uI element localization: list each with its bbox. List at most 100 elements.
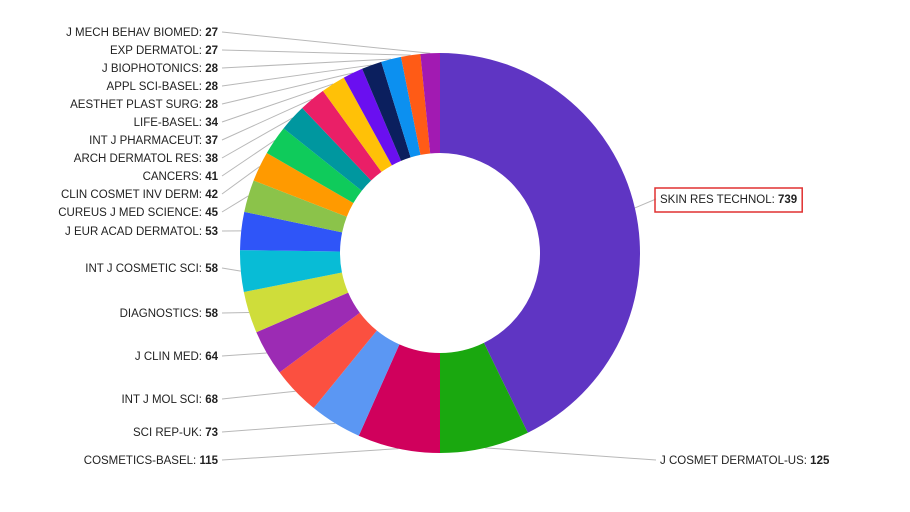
slice-clin-cosmet-inv-derm[interactable] bbox=[253, 153, 354, 217]
slice-label-value: 73 bbox=[205, 427, 218, 439]
slice-label: CLIN COSMET INV DERM: 42 bbox=[61, 189, 218, 201]
slice-label-value: 115 bbox=[199, 455, 218, 467]
slice-label-name: INT J MOL SCI: bbox=[121, 394, 205, 406]
leader-line bbox=[221, 139, 276, 177]
slice-label-name: EXP DERMATOL: bbox=[110, 45, 205, 57]
slice-label-value: 42 bbox=[205, 189, 218, 201]
slice-label-value: 58 bbox=[205, 308, 218, 320]
slice-label-value: 739 bbox=[778, 194, 797, 206]
slice-label-name: J CLIN MED: bbox=[135, 351, 205, 363]
slice-label: ARCH DERMATOL RES: 38 bbox=[74, 153, 219, 165]
slice-label-name: CUREUS J MED SCIENCE: bbox=[58, 207, 205, 219]
slice-j-biophotonics[interactable] bbox=[381, 56, 421, 158]
slice-label-value: 125 bbox=[810, 455, 830, 467]
slice-label: LIFE-BASEL: 34 bbox=[134, 117, 219, 129]
slice-skin-res-technol[interactable] bbox=[440, 53, 640, 433]
leader-line bbox=[485, 447, 657, 461]
leader-line bbox=[221, 267, 241, 272]
highlight-box bbox=[654, 187, 803, 213]
slice-label-name: ARCH DERMATOL RES: bbox=[74, 153, 205, 165]
slice-label: DIAGNOSTICS: 58 bbox=[120, 308, 219, 320]
slice-cosmetics-basel[interactable] bbox=[358, 344, 440, 453]
leader-line bbox=[221, 31, 431, 54]
leader-line bbox=[634, 198, 657, 209]
leader-line bbox=[221, 352, 267, 357]
slice-label-name: J MECH BEHAV BIOMED: bbox=[66, 27, 205, 39]
leader-line bbox=[221, 311, 250, 314]
leader-line bbox=[221, 166, 260, 195]
slice-label-value: 41 bbox=[205, 171, 218, 183]
slice-cureus-j-med-science[interactable] bbox=[244, 180, 347, 233]
slice-label-name: AESTHET PLAST SURG: bbox=[70, 99, 205, 111]
slice-label-value: 27 bbox=[205, 45, 218, 57]
slice-label: INT J PHARMACEUT: 37 bbox=[89, 135, 218, 147]
slice-label-name: SKIN RES TECHNOL: bbox=[660, 194, 778, 206]
leader-line bbox=[221, 117, 293, 159]
slice-label-name: SCI REP-UK: bbox=[133, 427, 205, 439]
slice-label-value: 45 bbox=[205, 207, 218, 219]
slice-label-name: CANCERS: bbox=[143, 171, 206, 183]
slice-label-value: 27 bbox=[205, 27, 218, 39]
slice-cancers[interactable] bbox=[266, 128, 362, 203]
slice-label-name: COSMETICS-BASEL: bbox=[84, 455, 200, 467]
slice-label: J EUR ACAD DERMATOL: 53 bbox=[65, 226, 218, 238]
slice-label-value: 64 bbox=[205, 351, 218, 363]
slice-label: J COSMET DERMATOL-US: 125 bbox=[660, 455, 830, 467]
slice-label-name: INT J PHARMACEUT: bbox=[89, 135, 205, 147]
slice-label-value: 58 bbox=[205, 263, 218, 275]
slice-label-value: 34 bbox=[205, 117, 218, 129]
slice-sci-rep-uk[interactable] bbox=[313, 330, 400, 436]
leader-line bbox=[221, 83, 334, 123]
donut-slices bbox=[240, 53, 640, 453]
slice-j-mech-behav-biomed[interactable] bbox=[420, 53, 440, 154]
slice-j-cosmet-dermatol-us[interactable] bbox=[440, 342, 528, 453]
slice-label-value: 28 bbox=[205, 81, 218, 93]
slice-label: INT J COSMETIC SCI: 58 bbox=[85, 263, 218, 275]
slice-diagnostics[interactable] bbox=[243, 272, 349, 333]
slice-label: CANCERS: 41 bbox=[143, 171, 219, 183]
slice-label-name: J BIOPHOTONICS: bbox=[102, 63, 205, 75]
slice-label: SKIN RES TECHNOL: 739 bbox=[660, 194, 797, 206]
slice-label-value: 28 bbox=[205, 99, 218, 111]
leader-line bbox=[221, 49, 411, 56]
slice-int-j-pharmaceut[interactable] bbox=[302, 90, 382, 181]
slice-j-eur-acad-dermatol[interactable] bbox=[240, 211, 343, 252]
slice-label-name: J EUR ACAD DERMATOL: bbox=[65, 226, 205, 238]
slice-label: J BIOPHOTONICS: 28 bbox=[102, 63, 219, 75]
slice-label: APPL SCI-BASEL: 28 bbox=[107, 81, 219, 93]
leader-line bbox=[221, 448, 399, 461]
slice-label: J MECH BEHAV BIOMED: 27 bbox=[66, 27, 218, 39]
slice-aesthet-plast-surg[interactable] bbox=[343, 68, 402, 166]
slice-label: SCI REP-UK: 73 bbox=[133, 427, 218, 439]
leader-line bbox=[221, 390, 296, 400]
slice-labels: SKIN RES TECHNOL: 739 J COSMET DERMATOL-U… bbox=[58, 27, 830, 467]
slice-label: J CLIN MED: 64 bbox=[135, 351, 219, 363]
slice-int-j-mol-sci[interactable] bbox=[279, 312, 377, 409]
slice-int-j-cosmetic-sci[interactable] bbox=[240, 250, 342, 293]
leader-line bbox=[221, 98, 313, 141]
slice-label-name: LIFE-BASEL: bbox=[134, 117, 206, 129]
slice-life-basel[interactable] bbox=[322, 77, 392, 172]
slice-label: AESTHET PLAST SURG: 28 bbox=[70, 99, 218, 111]
slice-label-name: CLIN COSMET INV DERM: bbox=[61, 189, 205, 201]
slice-label-value: 38 bbox=[205, 153, 218, 165]
slice-exp-dermatol[interactable] bbox=[400, 53, 431, 155]
leader-line bbox=[221, 72, 353, 105]
slice-j-clin-med[interactable] bbox=[256, 292, 360, 373]
slice-label-name: APPL SCI-BASEL: bbox=[107, 81, 206, 93]
slice-label: COSMETICS-BASEL: 115 bbox=[84, 455, 219, 467]
slice-label-name: INT J COSMETIC SCI: bbox=[85, 263, 205, 275]
leader-line bbox=[221, 58, 392, 69]
slice-appl-sci-basel[interactable] bbox=[362, 61, 411, 161]
slice-label-name: J COSMET DERMATOL-US: bbox=[660, 455, 810, 467]
slice-label-value: 53 bbox=[205, 226, 218, 238]
leader-line bbox=[221, 64, 372, 87]
slice-label: CUREUS J MED SCIENCE: 45 bbox=[58, 207, 218, 219]
leader-line bbox=[221, 422, 336, 433]
leader-line bbox=[221, 195, 249, 213]
slice-label: INT J MOL SCI: 68 bbox=[121, 394, 218, 406]
slice-label-value: 28 bbox=[205, 63, 218, 75]
slice-arch-dermatol-res[interactable] bbox=[283, 108, 372, 191]
